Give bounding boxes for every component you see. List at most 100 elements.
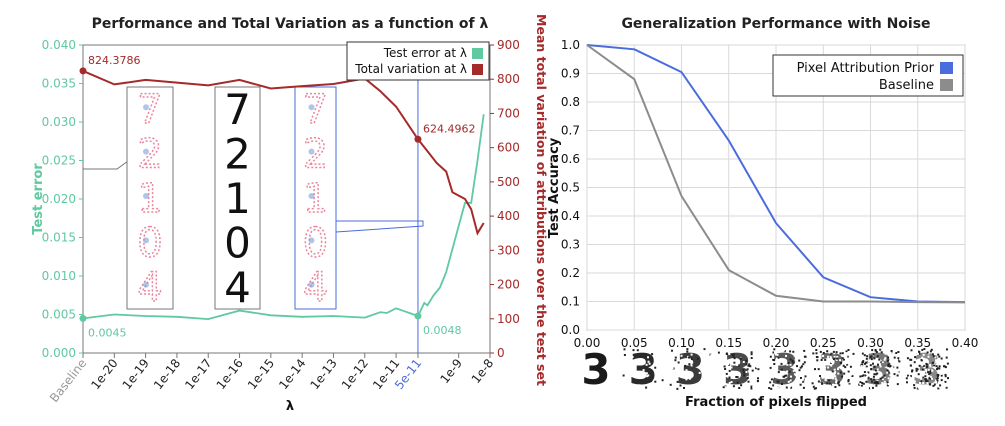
noise-pixel	[832, 350, 835, 353]
noise-pixel	[788, 370, 791, 373]
noise-pixel	[829, 356, 832, 359]
noise-pixel	[833, 387, 836, 390]
noise-pixel	[643, 362, 645, 365]
noise-pixel	[925, 362, 928, 365]
baseline-panel-attribution-digit: 1	[137, 176, 162, 222]
noise-pixel	[828, 382, 831, 385]
input-panel-digit: 4	[224, 263, 251, 312]
noise-pixel	[927, 371, 930, 374]
noise-pixel	[691, 361, 694, 364]
noise-pixel	[837, 381, 840, 384]
noise-pixel	[811, 382, 814, 385]
right-y-tick-label: 300	[497, 243, 520, 257]
prior-panel-frame	[294, 86, 337, 310]
noise-pixel	[805, 349, 808, 352]
noise-pixel	[701, 379, 704, 382]
left-y-tick-label: 0.020	[42, 192, 76, 206]
noise-pixel	[921, 368, 924, 371]
noise-pixel	[847, 380, 850, 383]
noise-pixel	[822, 352, 825, 354]
left-x-tick-label: 1e-13	[307, 356, 339, 392]
noise-pixel	[873, 378, 875, 381]
right-y-tick-label: 0.2	[561, 266, 580, 280]
noise-pixel	[766, 349, 768, 352]
noise-pixel	[942, 380, 945, 383]
noise-pixel	[943, 359, 946, 362]
noise-pixel	[844, 366, 847, 369]
noise-pixel	[933, 366, 936, 369]
right-y-tick-label: 0	[497, 346, 505, 360]
right-y-tick-label: 800	[497, 72, 520, 86]
noise-pixel	[753, 378, 756, 381]
noise-pixel	[888, 357, 891, 360]
noise-pixel	[865, 365, 868, 368]
noise-digit: 3	[817, 345, 846, 394]
noise-pixel	[886, 384, 889, 387]
noise-pixel	[758, 381, 761, 384]
noise-pixel	[938, 367, 941, 370]
noise-pixel	[723, 365, 726, 368]
noise-pixel	[869, 364, 872, 367]
noise-pixel	[895, 352, 898, 354]
noise-pixel	[925, 379, 927, 382]
noise-pixel	[703, 348, 706, 351]
right-y-ticks: 0.0 0.1 0.2 0.3 0.4 0.5 0.6 0.7 0.8 0.9 1.0	[561, 38, 580, 337]
noise-pixel	[862, 382, 865, 385]
noise-pixel	[920, 380, 923, 383]
noise-pixel	[878, 363, 881, 366]
noise-pixel	[731, 353, 734, 356]
noise-pixel	[859, 377, 862, 380]
noise-pixel	[743, 371, 746, 374]
noise-pixel	[647, 374, 650, 377]
noise-pixel	[918, 348, 921, 351]
noise-pixel	[721, 357, 724, 360]
noise-pixel	[827, 366, 830, 369]
noise-pixel	[929, 377, 932, 380]
left-y-axis-label: Test error	[31, 163, 46, 235]
noise-pixel	[795, 374, 797, 377]
noise-pixel	[879, 365, 882, 368]
noise-pixel	[883, 380, 886, 383]
noise-pixel	[917, 386, 920, 389]
noise-pixel	[865, 380, 868, 383]
noise-pixel	[927, 368, 930, 371]
noise-pixel	[921, 356, 924, 359]
noise-pixel	[813, 383, 816, 386]
noise-pixel	[701, 372, 704, 374]
noise-pixel	[862, 374, 865, 377]
noise-pixel	[929, 375, 932, 378]
noise-pixel	[926, 380, 929, 383]
noise-pixel	[883, 382, 886, 385]
noise-pixel	[829, 352, 832, 355]
left-x-tick-label: 1e-14	[276, 356, 308, 392]
noise-pixel	[875, 373, 878, 376]
noise-pixel	[873, 365, 876, 368]
noise-pixel	[867, 360, 870, 363]
noise-pixel	[876, 381, 879, 383]
noise-pixel	[871, 380, 873, 383]
right-y-tick-label: 400	[497, 209, 520, 223]
noise-pixel	[773, 349, 776, 352]
noise-pixel	[745, 359, 748, 362]
left-x-tick-label: 1e-19	[120, 356, 152, 392]
noise-pixel	[833, 372, 836, 375]
noise-pixel	[893, 383, 896, 386]
noise-pixel	[920, 359, 923, 361]
noise-pixel	[635, 387, 638, 389]
noise-pixel	[881, 361, 884, 364]
noise-pixel	[681, 364, 684, 367]
noise-pixel	[830, 372, 833, 375]
noise-pixel	[922, 382, 925, 384]
noise-pixel	[887, 365, 890, 368]
noise-pixel	[777, 371, 780, 374]
right-x-tick-label: 0.10	[668, 336, 695, 350]
noise-pixel	[921, 364, 924, 367]
annotation-marker	[414, 312, 422, 320]
baseline-panel-attribution-dot	[143, 237, 149, 244]
noise-pixel	[804, 349, 807, 351]
legend-baseline-label: Baseline	[879, 78, 934, 93]
noise-pixel	[896, 374, 899, 377]
noise-pixel	[740, 384, 743, 387]
noise-pixel	[938, 365, 941, 368]
